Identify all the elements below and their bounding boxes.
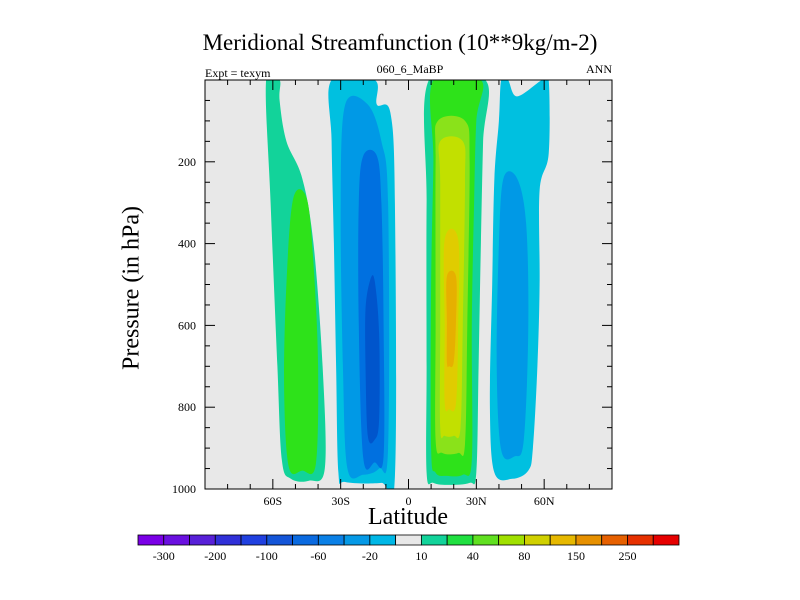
colorbar-box-7 bbox=[317, 534, 345, 546]
season-label: ANN bbox=[586, 62, 612, 76]
x-tick-label: 0 bbox=[406, 494, 412, 508]
colorbar-box-10 bbox=[395, 534, 422, 546]
colorbar-label: 10 bbox=[415, 549, 427, 563]
colorbar-box-12 bbox=[446, 534, 474, 546]
colorbar-box-17 bbox=[575, 534, 603, 546]
y-tick-label: 600 bbox=[178, 318, 196, 332]
contour-region-5 bbox=[365, 275, 380, 444]
colorbar-label: 250 bbox=[618, 549, 636, 563]
colorbar-label: -200 bbox=[204, 549, 226, 563]
colorbar-box-1 bbox=[163, 534, 190, 546]
colorbar-box-15 bbox=[524, 534, 551, 546]
x-tick-label: 60N bbox=[534, 494, 555, 508]
run-label: 060_6_MaBP bbox=[376, 62, 444, 76]
y-tick-label: 800 bbox=[178, 400, 196, 414]
colorbar-box-20 bbox=[652, 534, 680, 546]
colorbar-label: -100 bbox=[256, 549, 278, 563]
chart-title: Meridional Streamfunction (10**9kg/m-2) bbox=[202, 30, 598, 55]
colorbar-label: 40 bbox=[467, 549, 479, 563]
colorbar-label: -60 bbox=[310, 549, 326, 563]
contour-region-13 bbox=[496, 171, 529, 460]
colorbar-label: -20 bbox=[362, 549, 378, 563]
colorbar-box-4 bbox=[240, 534, 268, 546]
colorbar-box-2 bbox=[189, 534, 216, 546]
colorbar-label: 150 bbox=[567, 549, 585, 563]
colorbar-box-13 bbox=[472, 534, 500, 546]
colorbar-box-0 bbox=[137, 534, 165, 546]
x-tick-label: 30N bbox=[466, 494, 487, 508]
y-tick-label: 1000 bbox=[172, 482, 196, 496]
x-tick-label: 60S bbox=[263, 494, 282, 508]
colorbar-label: 80 bbox=[518, 549, 530, 563]
y-tick-label: 200 bbox=[178, 155, 196, 169]
contour-region-11 bbox=[446, 270, 457, 368]
colorbar-box-5 bbox=[266, 534, 293, 546]
colorbar-box-6 bbox=[292, 534, 319, 546]
colorbar-box-16 bbox=[549, 534, 577, 546]
colorbar-box-8 bbox=[343, 534, 371, 546]
colorbar-box-18 bbox=[601, 534, 628, 546]
experiment-label: Expt = texym bbox=[205, 66, 271, 80]
colorbar-box-9 bbox=[369, 534, 397, 546]
colorbar-box-14 bbox=[498, 534, 525, 546]
colorbar-box-3 bbox=[214, 534, 242, 546]
colorbar-label: -300 bbox=[153, 549, 175, 563]
contour-region-1 bbox=[284, 189, 319, 475]
colorbar-box-11 bbox=[420, 534, 448, 546]
x-axis-label: Latitude bbox=[368, 504, 448, 530]
plot-background bbox=[205, 80, 612, 489]
colorbar-box-19 bbox=[627, 534, 654, 546]
x-tick-label: 30S bbox=[331, 494, 350, 508]
y-tick-label: 400 bbox=[178, 237, 196, 251]
